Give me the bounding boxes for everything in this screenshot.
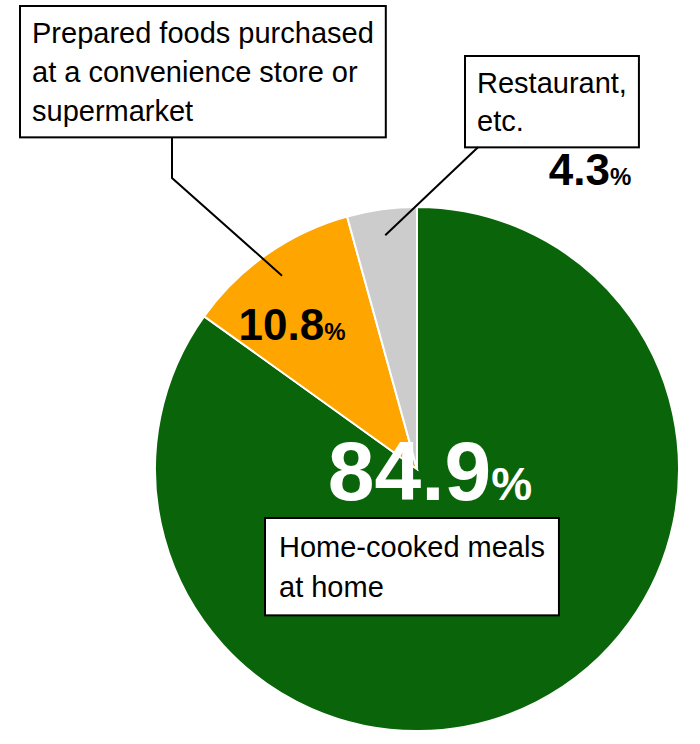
chart: Restaurant, etc. Prepared foods purchased a… xyxy=(0,0,700,744)
data-label-unit: % xyxy=(610,163,631,190)
category-label: Home-cooked meals at home xyxy=(265,518,559,615)
category-text: Restaurant, etc. xyxy=(477,67,627,137)
label-box xyxy=(465,56,639,147)
data-label-number: 84.9 xyxy=(328,424,492,518)
category-text: Home-cooked meals at home xyxy=(279,531,545,603)
category-line: at home xyxy=(279,571,384,603)
label-box xyxy=(265,518,559,615)
leader-line xyxy=(385,147,478,235)
category-text: Prepared foods purchased at a convenience… xyxy=(32,17,374,127)
data-label-unit: % xyxy=(324,318,345,345)
category-label: Restaurant, etc. xyxy=(385,56,639,235)
leader-line xyxy=(172,137,282,275)
label-box xyxy=(20,6,386,137)
category-line: supermarket xyxy=(32,95,193,127)
category-line: Home-cooked meals xyxy=(279,531,545,563)
category-line: etc. xyxy=(477,105,524,137)
pie xyxy=(155,207,679,731)
pie-slice xyxy=(155,207,679,731)
category-line: Restaurant, xyxy=(477,67,627,99)
data-label-unit: % xyxy=(491,458,532,510)
category-line: at a convenience store or xyxy=(32,56,358,88)
category-line: Prepared foods purchased xyxy=(32,17,374,49)
data-label-number: 10.8 xyxy=(239,300,325,349)
data-label-number: 4.3 xyxy=(549,145,610,194)
data-label: 84.9% xyxy=(328,424,532,518)
data-label: 10.8% xyxy=(239,300,346,349)
data-label: 4.3% xyxy=(549,145,632,194)
category-label: Prepared foods purchased at a convenience… xyxy=(20,6,386,276)
